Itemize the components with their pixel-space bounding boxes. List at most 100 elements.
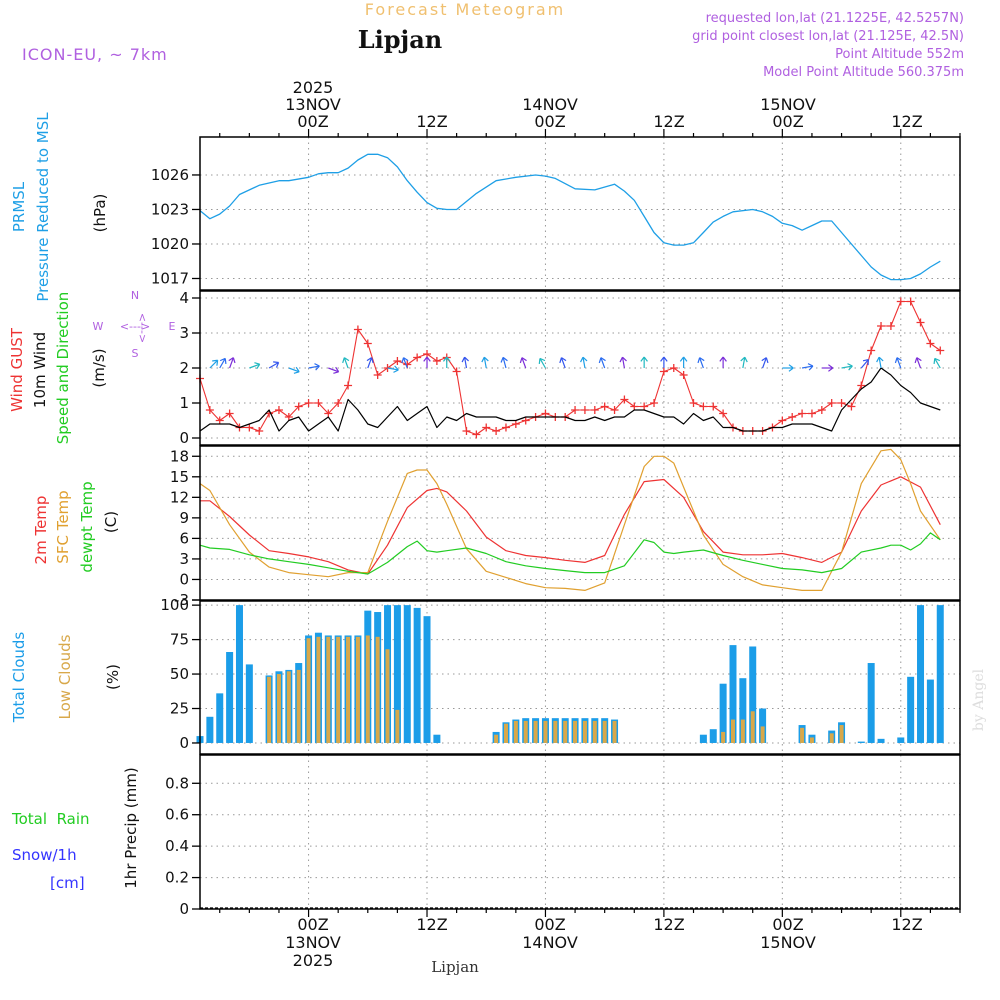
gust-marker — [472, 430, 481, 439]
wind-direction-arrow — [367, 357, 373, 369]
wind-arrowhead — [314, 363, 320, 371]
low-cloud-bar — [355, 636, 360, 743]
gust-marker — [916, 318, 925, 327]
wind-direction-arrow — [934, 358, 941, 369]
y-tick-label: 12 — [170, 488, 189, 506]
bottom-axis-date-13nov: 13NOV — [285, 933, 341, 952]
wind-arrowhead — [500, 356, 508, 363]
wind-unit: (m/s) — [90, 348, 108, 387]
total-cloud-bar — [206, 716, 214, 743]
low-cloud-bar — [296, 669, 301, 743]
sfc-temp-line — [199, 448, 941, 592]
wind-direction-arrow — [521, 357, 527, 369]
y-tick-label: 1023 — [151, 200, 189, 218]
total-clouds-label: Total Clouds — [10, 632, 28, 724]
low-cloud-bar — [543, 720, 548, 743]
total-cloud-bar — [759, 708, 767, 743]
wind-arrowhead — [423, 356, 431, 362]
low-clouds-label: Low Clouds — [56, 634, 74, 719]
wind-direction-arrow — [249, 363, 260, 369]
low-cloud-bar — [346, 636, 351, 743]
y-tick-label: 1020 — [151, 235, 189, 253]
wind-arrowhead — [788, 364, 794, 372]
wind-speed-line — [199, 367, 941, 432]
gust-marker — [640, 402, 649, 411]
top-axis-date-13nov: 13NOV — [285, 95, 341, 114]
low-cloud-bar — [316, 636, 321, 743]
gust-marker — [294, 402, 303, 411]
gust-marker — [571, 406, 580, 414]
y-tick-label: 18 — [170, 447, 189, 465]
panel-frame-temperature — [199, 445, 961, 601]
low-cloud-bar — [503, 723, 508, 743]
tsfc-label: SFC Temp — [54, 490, 72, 563]
wind-arrowhead — [679, 356, 688, 362]
gust-marker — [630, 402, 639, 411]
wind-direction-arrow — [560, 357, 566, 369]
low-cloud-bar — [523, 720, 528, 743]
compass-vertical-arrow: <---> — [136, 313, 149, 343]
gust-marker — [255, 427, 264, 435]
bottom-axis-date-15nov: 15NOV — [760, 933, 816, 952]
footer-location: Lipjan — [431, 958, 479, 976]
gust-marker — [778, 416, 787, 425]
total-cloud-bar — [877, 738, 885, 743]
total-cloud-bar — [897, 737, 905, 743]
gust-marker — [699, 402, 708, 411]
top-axis-time-60: 12Z — [891, 112, 922, 131]
gust-marker — [304, 399, 313, 407]
total-cloud-bar — [936, 605, 944, 743]
gust-marker — [413, 353, 422, 362]
gust-marker — [225, 409, 234, 418]
y-tick-label: 3 — [179, 324, 189, 342]
wind-arrowhead — [847, 363, 853, 371]
y-tick-label: 1 — [179, 394, 189, 412]
bottom-axis-time-48: 00Z — [772, 915, 803, 934]
y-tick-label: 9 — [179, 509, 189, 527]
y-tick-label: 0.6 — [165, 806, 189, 824]
low-cloud-bar — [513, 720, 518, 743]
wind-direction-arrow — [621, 357, 626, 369]
gust-marker — [363, 339, 372, 348]
gust-marker — [620, 395, 629, 404]
model-altitude: Model Point Altitude 560.375m — [763, 65, 964, 80]
bottom-axis-time-0: 00Z — [297, 915, 328, 934]
wind-arrowhead — [933, 357, 941, 365]
gust-line — [199, 300, 941, 436]
y-tick-label: 2 — [179, 359, 189, 377]
top-axis-time-24: 00Z — [534, 112, 565, 131]
wind-arrowhead — [619, 356, 627, 363]
chart-marks — [196, 153, 945, 743]
low-cloud-bar — [395, 709, 400, 743]
top-axis-date-15nov: 15NOV — [760, 95, 816, 114]
gust-marker — [314, 399, 323, 407]
low-cloud-bar — [602, 720, 607, 743]
wind-direction-arrow — [463, 357, 468, 369]
bottom-axis-year: 2025 — [293, 951, 334, 970]
gust-marker — [393, 357, 402, 365]
requested-coords: requested lon,lat (21.1225E, 42.5257N) — [706, 11, 964, 26]
total-cloud-bar — [235, 605, 243, 743]
low-cloud-bar — [336, 636, 341, 743]
clouds-unit: (%) — [104, 664, 122, 690]
compass-s: S — [132, 347, 139, 360]
gust-marker — [511, 420, 520, 428]
gust-marker — [432, 357, 441, 365]
low-cloud-bar — [306, 638, 311, 743]
compass-n: N — [131, 289, 139, 302]
gust-marker — [817, 406, 826, 414]
low-cloud-bar — [553, 720, 558, 743]
wind-arrowhead — [862, 358, 869, 366]
total-cloud-bar — [917, 605, 925, 743]
gust-marker — [245, 423, 254, 432]
wind-label: 10m Wind — [31, 332, 49, 408]
wind-arrowhead — [219, 357, 227, 365]
chart-axes: 101710201023102601234-303691215180255075… — [151, 129, 961, 918]
y-tick-label: 25 — [170, 700, 189, 718]
wind-arrowhead — [519, 357, 527, 364]
wind-arrowhead — [254, 362, 261, 370]
total-cloud-bar — [393, 605, 401, 743]
gust-marker — [521, 416, 530, 425]
gust-marker — [896, 297, 905, 306]
y-tick-label: 1017 — [151, 269, 189, 287]
